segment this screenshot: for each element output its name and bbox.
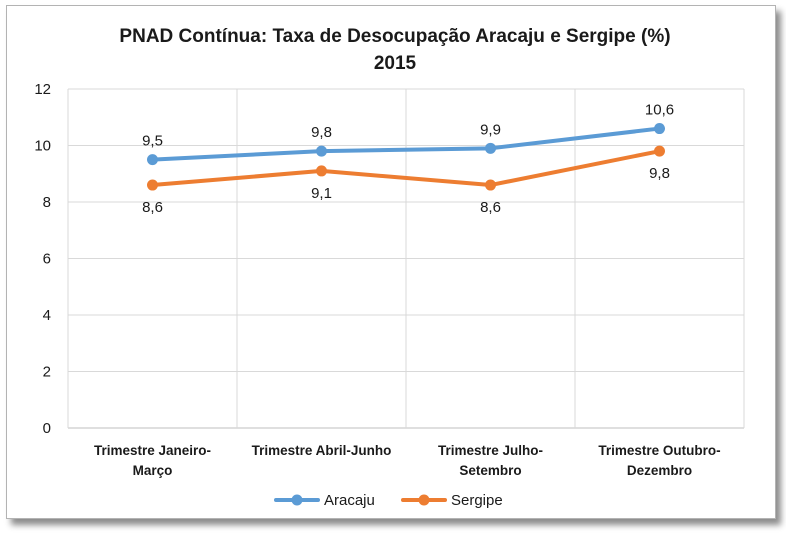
x-tick-label-3-0: Trimestre Outubro- [598,443,720,458]
point-aracaju-0 [147,154,158,166]
data-label-sergipe-2: 8,6 [480,199,501,216]
x-tick-label-2-0: Trimestre Julho- [438,443,543,458]
data-label-sergipe-1: 9,1 [311,185,332,202]
point-aracaju-2 [485,142,496,154]
y-tick-label-12: 12 [34,81,51,98]
series-line-aracaju [150,126,662,162]
data-label-aracaju-0: 9,5 [142,133,163,150]
chart-subtitle: 2015 [374,53,417,74]
gridlines [67,88,745,429]
y-axis: 0 2 4 6 8 10 12 [34,81,51,437]
y-tick-label-0: 0 [43,420,51,437]
legend-marker-aracaju [291,494,303,506]
series-group [147,123,665,191]
data-label-aracaju-3: 10,6 [645,102,674,119]
x-tick-label-3-1: Dezembro [627,463,692,478]
series-line-sergipe [150,149,662,188]
chart-title: PNAD Contínua: Taxa de Desocupação Araca… [119,26,670,47]
x-tick-label-1-0: Trimestre Abril-Junho [252,443,392,458]
y-tick-label-8: 8 [43,194,51,211]
chart-frame [6,5,776,519]
x-axis: Trimestre Janeiro- Março Trimestre Abril-J… [94,443,721,478]
point-sergipe-0 [147,179,158,191]
point-aracaju-3 [654,123,665,135]
legend-marker-sergipe [418,494,430,506]
x-tick-label-2-1: Setembro [459,463,521,478]
data-label-sergipe-0: 8,6 [142,199,163,216]
legend-label-aracaju: Aracaju [324,492,375,509]
point-sergipe-3 [654,145,665,157]
y-tick-label-10: 10 [34,138,51,155]
point-sergipe-2 [485,179,496,191]
point-sergipe-1 [316,165,327,177]
x-tick-label-0-0: Trimestre Janeiro- [94,443,211,458]
legend: Aracaju Sergipe [274,492,503,509]
y-tick-label-2: 2 [43,364,51,381]
data-label-sergipe-3: 9,8 [649,165,670,182]
data-label-aracaju-2: 9,9 [480,121,501,138]
x-tick-label-0-1: Março [133,463,173,478]
data-labels: 9,5 9,8 9,9 10,6 8,6 9,1 8,6 9,8 [142,102,674,217]
data-label-aracaju-1: 9,8 [311,124,332,141]
y-tick-label-6: 6 [43,251,51,268]
point-aracaju-1 [316,145,327,157]
y-tick-label-4: 4 [43,307,51,324]
legend-label-sergipe: Sergipe [451,492,503,509]
